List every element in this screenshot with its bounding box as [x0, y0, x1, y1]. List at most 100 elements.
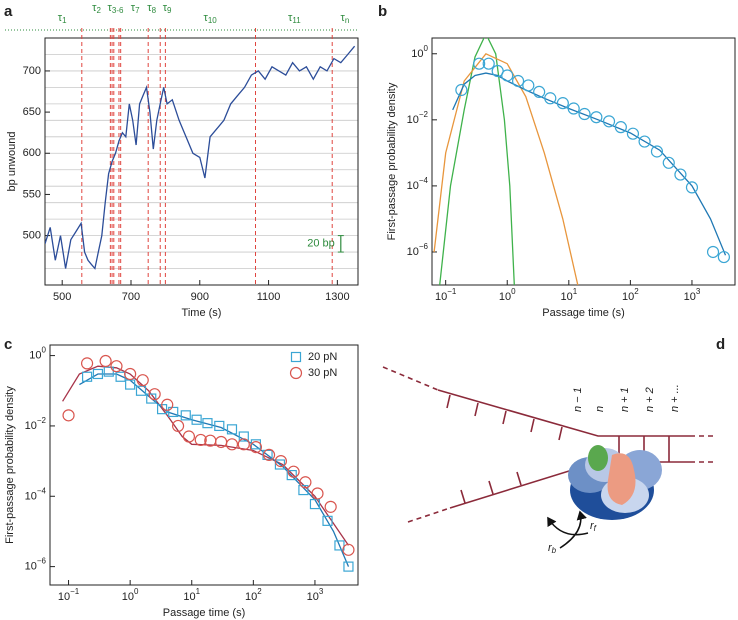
- data-point: [511, 74, 525, 88]
- x-tick-label: 101: [183, 587, 200, 603]
- legend-label: 20 pN: [308, 351, 337, 363]
- data-point: [638, 135, 651, 148]
- data-point: [522, 79, 535, 92]
- data-line: [79, 373, 350, 567]
- data-point: [238, 431, 249, 442]
- data-point: [249, 441, 262, 454]
- annotation: τ7: [131, 2, 140, 15]
- y-tick-label: 100: [411, 44, 428, 60]
- y-tick-label: 100: [29, 346, 46, 362]
- annotation: τ2: [92, 2, 101, 15]
- data-point: [342, 543, 355, 556]
- data-line: [439, 38, 515, 285]
- data-point: [578, 107, 591, 121]
- annotation: τ1: [58, 12, 67, 25]
- data-point: [180, 410, 191, 421]
- legend-marker: [290, 351, 302, 363]
- protein: [568, 445, 662, 520]
- y-tick-label: 10−4: [407, 176, 429, 192]
- legend-marker: [289, 366, 303, 380]
- y-tick-label: 10−2: [407, 110, 429, 126]
- strand: [407, 507, 451, 523]
- data-point: [674, 168, 687, 181]
- base-label: n + 1: [619, 387, 631, 412]
- data-line: [45, 45, 356, 270]
- data-point: [685, 181, 699, 194]
- data-point: [262, 448, 276, 462]
- plot-area: [45, 45, 356, 270]
- y-tick-label: 550: [23, 188, 41, 200]
- annotation: τ10: [203, 12, 217, 25]
- data-point: [533, 85, 546, 99]
- legend-label: 30 pN: [308, 367, 337, 379]
- data-point: [567, 102, 580, 115]
- panel-letter: b: [378, 3, 387, 20]
- data-point: [81, 371, 93, 382]
- data-point: [614, 121, 627, 134]
- x-tick-label: 1300: [325, 291, 349, 303]
- base-label: n − 1: [572, 387, 584, 412]
- panel-letter: c: [4, 336, 12, 353]
- data-point: [214, 420, 225, 432]
- base-label: n + ...: [669, 384, 681, 412]
- data-point: [602, 115, 616, 128]
- x-tick-label: 103: [684, 287, 701, 303]
- data-point: [473, 57, 486, 70]
- data-point: [80, 357, 94, 370]
- y-tick-label: 10−4: [25, 486, 47, 502]
- data-point: [202, 418, 213, 429]
- data-point: [556, 97, 569, 110]
- x-tick-label: 10−1: [58, 587, 80, 603]
- data-point: [99, 354, 112, 368]
- data-point: [322, 515, 333, 526]
- data-point: [168, 406, 179, 418]
- x-tick-label: 700: [122, 291, 140, 303]
- data-line: [62, 365, 350, 546]
- data-point: [334, 540, 345, 551]
- base-ticks: [446, 394, 670, 504]
- x-tick-label: 101: [560, 287, 577, 303]
- panel-letter: d: [716, 336, 725, 353]
- strand: [437, 389, 690, 437]
- annotation: τ3-6: [108, 2, 124, 15]
- data-point: [182, 430, 196, 443]
- data-point: [92, 368, 104, 380]
- data-point: [311, 487, 324, 500]
- bracket-label: 20 bp: [307, 238, 335, 250]
- data-point: [299, 476, 312, 489]
- plot-frame: [431, 37, 736, 286]
- annotation: τ9: [163, 2, 172, 15]
- data-point: [103, 366, 114, 377]
- data-point: [343, 561, 354, 572]
- y-tick-label: 650: [23, 106, 41, 118]
- data-point: [455, 83, 468, 97]
- data-point: [501, 69, 514, 82]
- plot-frame: [44, 37, 359, 286]
- data-point: [286, 469, 297, 481]
- data-line: [433, 52, 579, 285]
- data-point: [706, 245, 720, 259]
- data-point: [309, 498, 321, 510]
- plot-area: [433, 38, 730, 285]
- data-point: [717, 250, 730, 264]
- rate-label: rf: [590, 520, 597, 533]
- y-tick-label: 10−6: [407, 242, 429, 258]
- y-axis-label: First-passage probability density: [4, 386, 16, 544]
- data-point: [171, 419, 185, 433]
- x-tick-label: 500: [53, 291, 71, 303]
- plot-frame: [49, 344, 359, 586]
- y-tick-label: 500: [23, 230, 41, 242]
- x-axis-label: Time (s): [182, 307, 222, 319]
- data-point: [662, 156, 675, 169]
- x-tick-label: 103: [307, 587, 324, 603]
- x-tick-label: 102: [245, 587, 262, 603]
- data-point: [626, 127, 640, 140]
- rate-arrow: [559, 510, 587, 549]
- data-point: [110, 360, 123, 373]
- data-point: [482, 57, 495, 70]
- y-tick-label: 10−2: [25, 416, 47, 432]
- data-point: [324, 500, 337, 513]
- rate-arrow: [547, 516, 589, 536]
- data-point: [62, 409, 75, 422]
